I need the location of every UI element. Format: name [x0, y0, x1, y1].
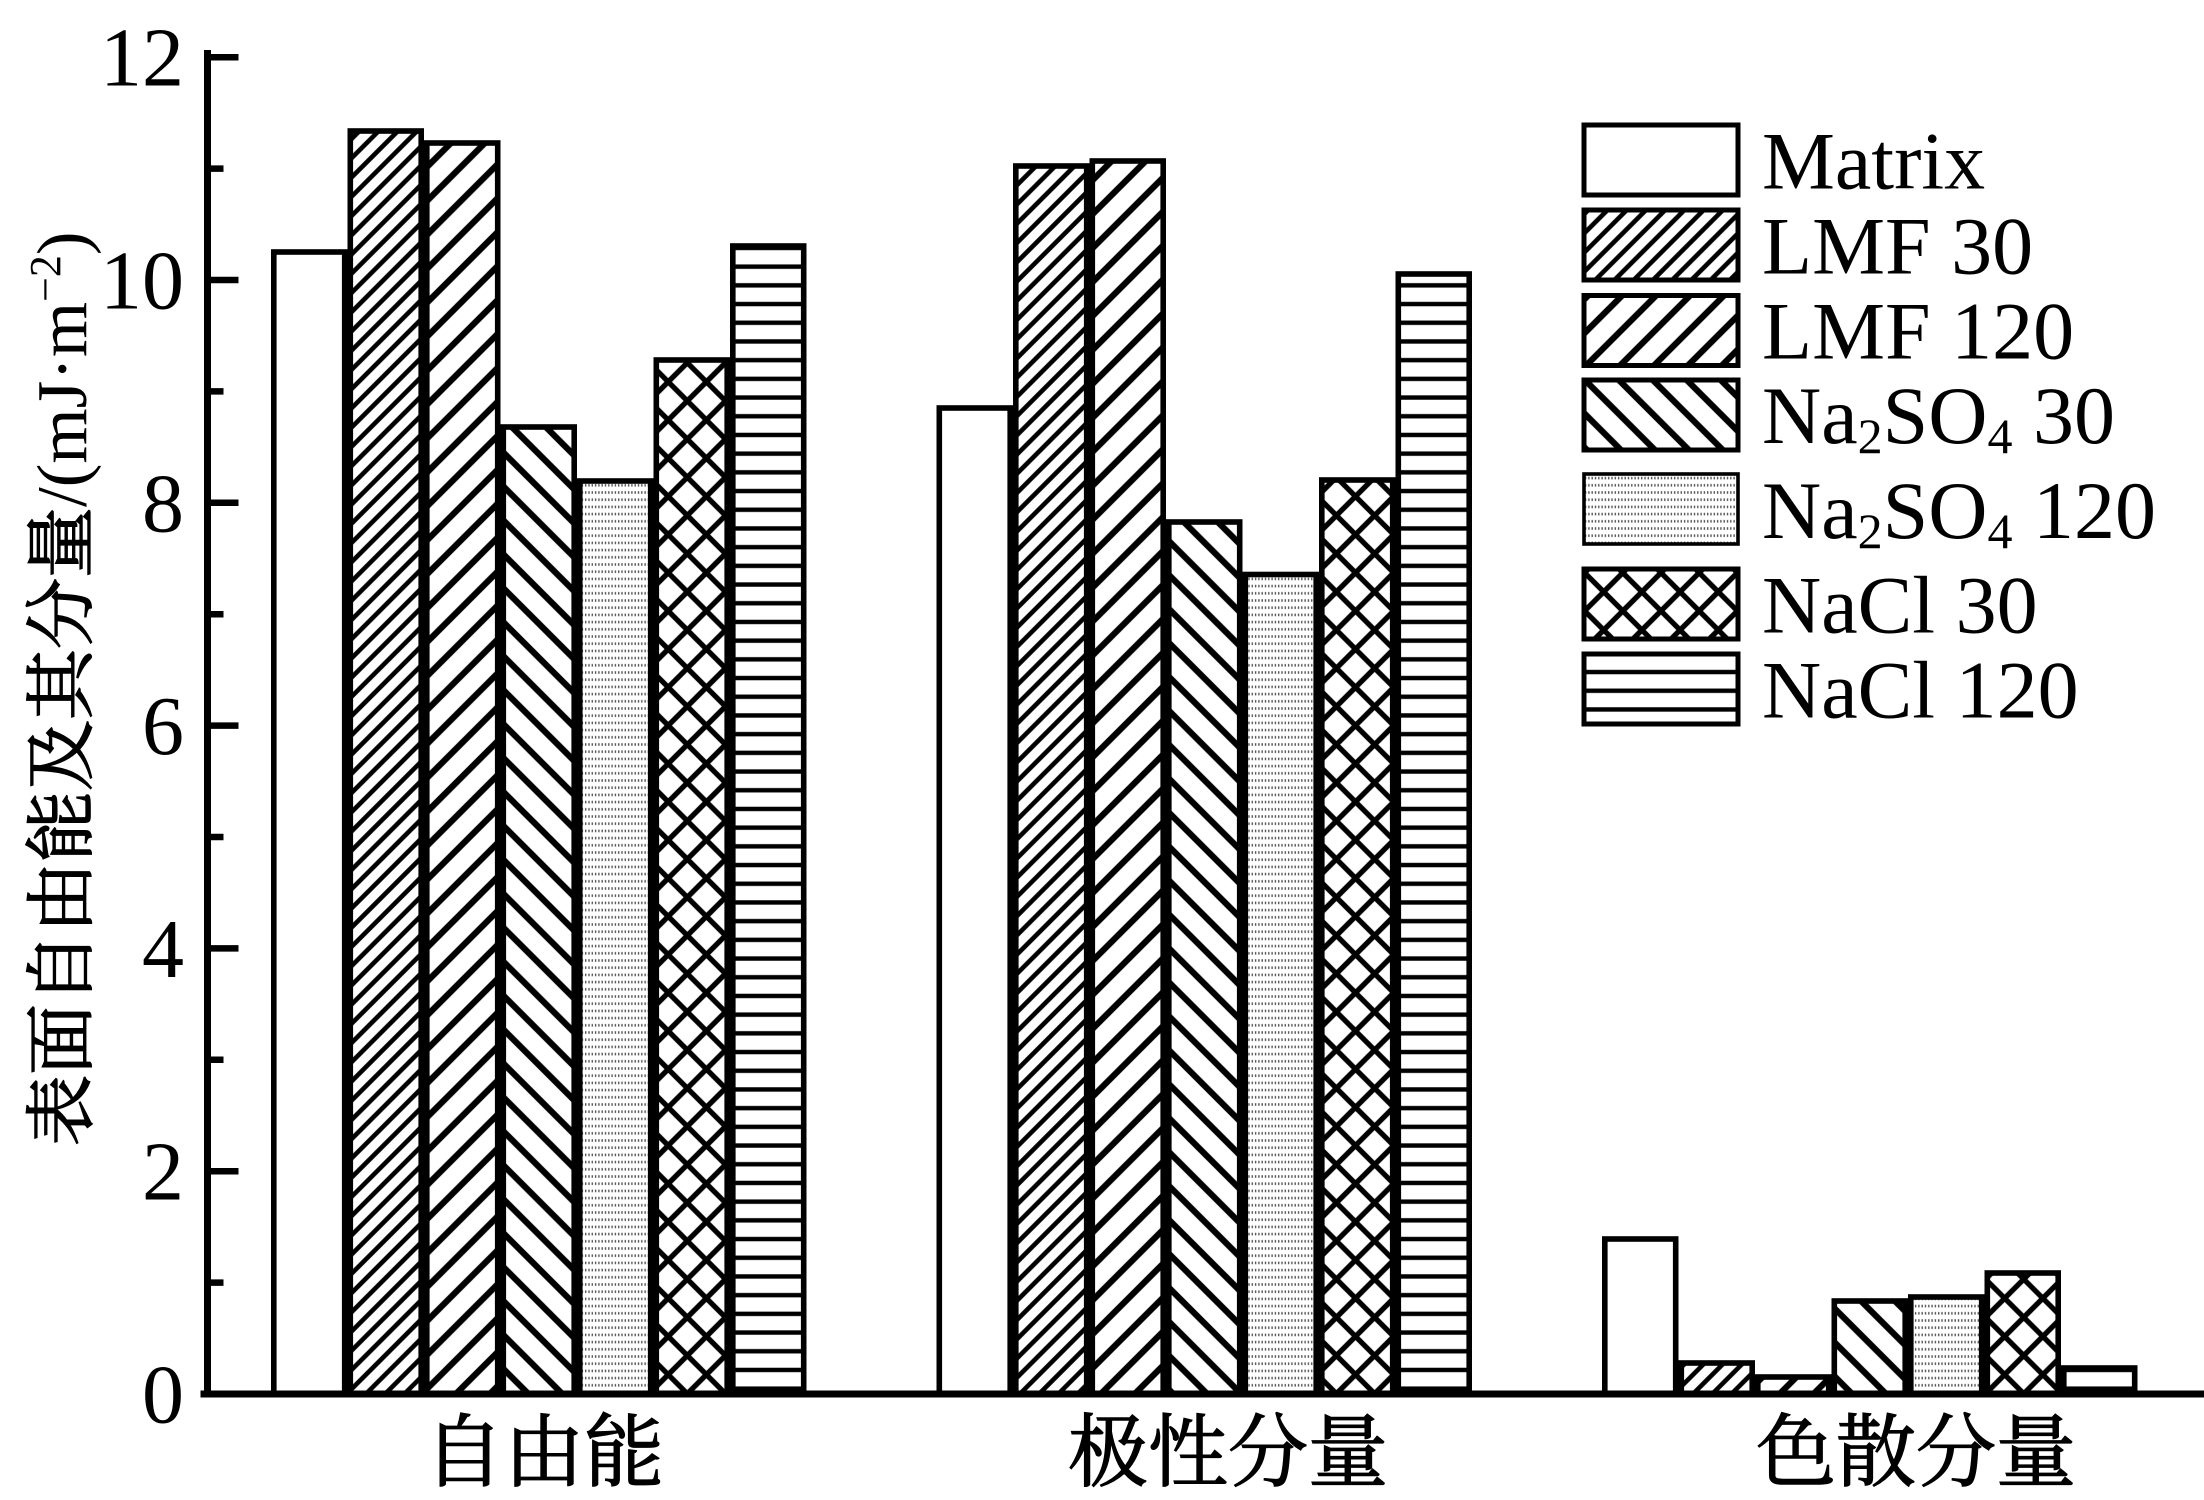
svg-text:10: 10: [100, 235, 184, 328]
svg-text:4: 4: [142, 903, 184, 996]
svg-text:LMF 30: LMF 30: [1762, 201, 2033, 292]
svg-text:2: 2: [142, 1126, 184, 1219]
svg-text:12: 12: [100, 12, 184, 105]
svg-text:NaCl 120: NaCl 120: [1762, 645, 2079, 736]
svg-text:/(mJ·m−2): /(mJ·m−2): [21, 231, 102, 507]
svg-text:NaCl 30: NaCl 30: [1762, 560, 2038, 651]
svg-text:Na2SO4 120: Na2SO4 120: [1762, 465, 2156, 559]
svg-text:Na2SO4 30: Na2SO4 30: [1762, 370, 2115, 464]
svg-text:8: 8: [142, 457, 184, 550]
svg-text:6: 6: [142, 680, 184, 773]
svg-text:LMF 120: LMF 120: [1762, 286, 2074, 377]
svg-text:0: 0: [142, 1349, 184, 1442]
svg-text:Matrix: Matrix: [1762, 116, 1985, 207]
